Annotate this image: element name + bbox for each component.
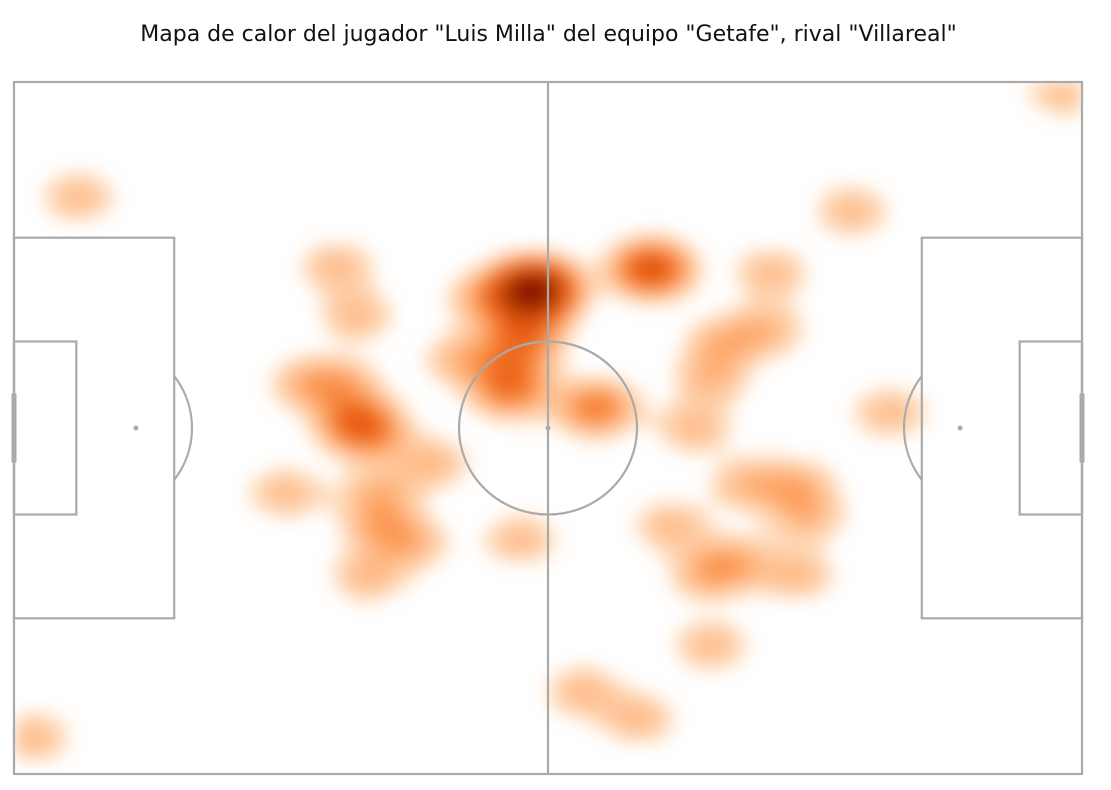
chart-title: Mapa de calor del jugador "Luis Milla" d… — [140, 22, 957, 47]
left-six-yard-box — [12, 340, 78, 516]
right-penalty-arc — [902, 375, 923, 481]
right-penalty-spot — [957, 425, 963, 431]
right-penalty-area — [920, 236, 1084, 620]
left-penalty-spot — [133, 425, 139, 431]
left-penalty-area — [12, 236, 176, 620]
pitch-markings — [11, 80, 1085, 776]
center-spot — [545, 425, 551, 431]
left-penalty-arc — [173, 375, 194, 481]
right-six-yard-box — [1018, 340, 1084, 516]
heat-density-cells — [14, 82, 1082, 761]
heat-layer — [14, 82, 1082, 761]
center-circle — [457, 340, 639, 516]
